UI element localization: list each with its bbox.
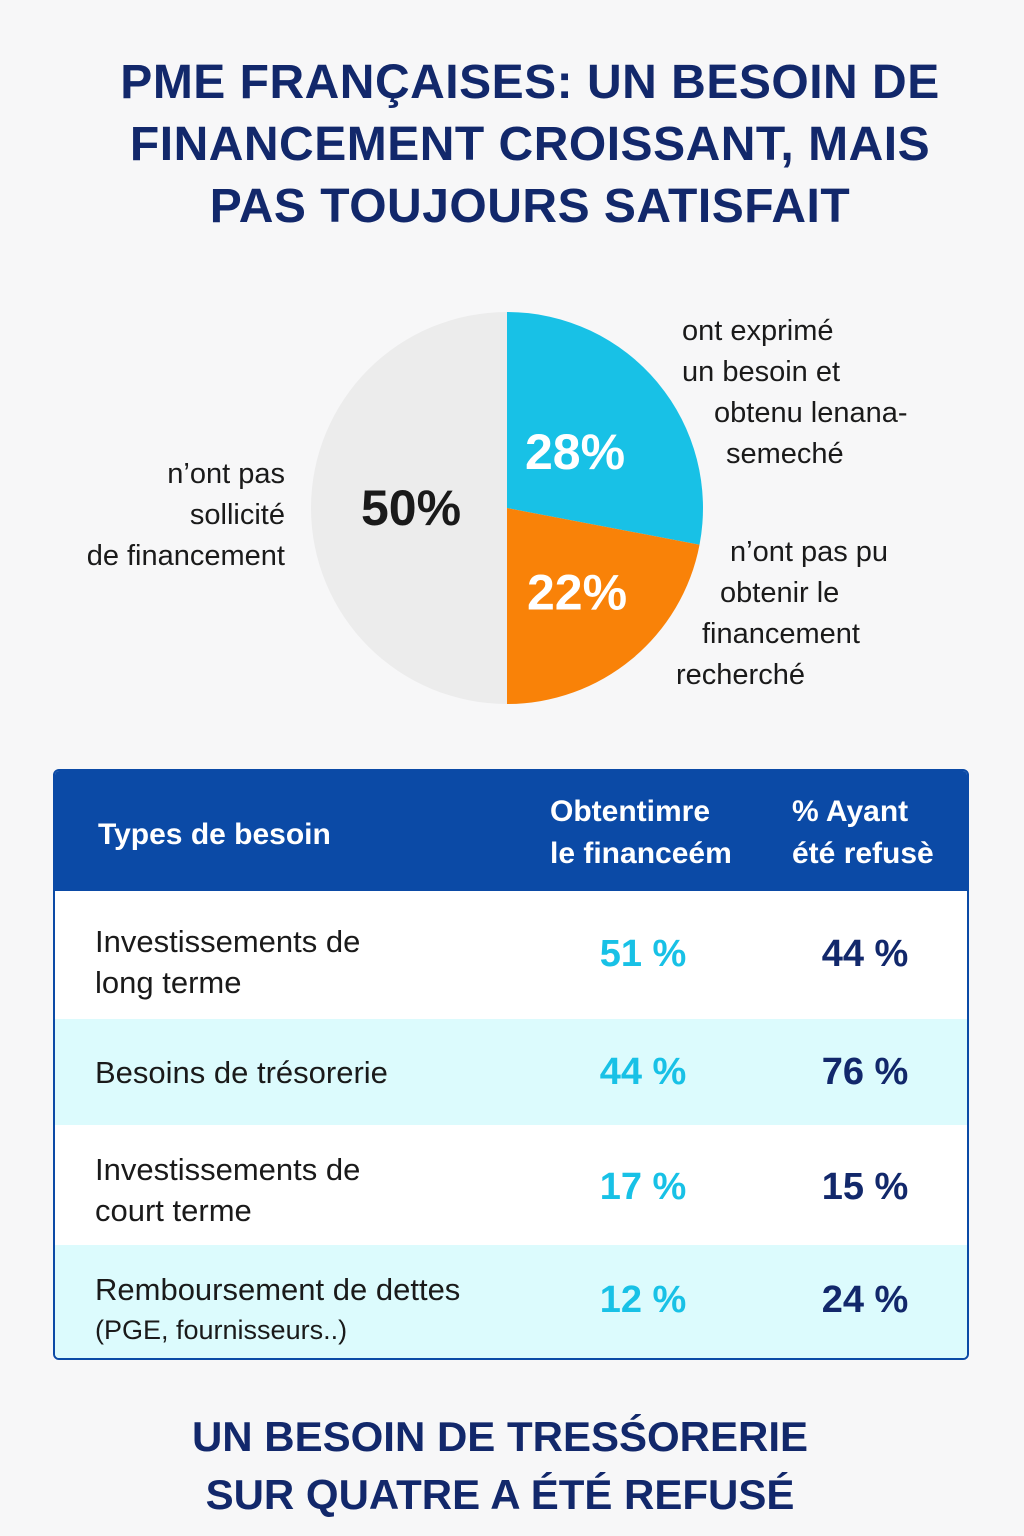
cell-line: Investissements de [95, 924, 361, 959]
cell-need-type: Investissements de court terme [95, 1149, 360, 1231]
description-line: recherché [676, 659, 805, 691]
header-line: % Ayant [792, 795, 909, 828]
pie-slice-obtained [507, 312, 704, 545]
cell-line: Investissements de [95, 1152, 361, 1187]
cell-obtained: 44 % [599, 1051, 687, 1093]
slice-value-label: 28% [525, 424, 625, 480]
table-row: Besoins de trésorerie 44 % 76 % [55, 1019, 967, 1125]
cell-need-type: Remboursement de dettes (PGE, fournisseu… [95, 1269, 460, 1351]
cell-obtained: 51 % [599, 933, 687, 975]
title-line-1: PME FRANÇAISES: UN BESOIN DE [120, 56, 940, 109]
cell-refused: 15 % [821, 1166, 909, 1208]
cell-refused: 24 % [821, 1279, 909, 1321]
slice-value-label: 50% [361, 480, 461, 536]
cell-refused: 76 % [821, 1051, 909, 1093]
footer-line-1: UN BESOIN DE TRESŚORERIE [191, 1413, 809, 1460]
column-header-obtained: Obtentimre le financeém [550, 791, 732, 875]
description-line: sollicité [189, 499, 285, 531]
header-line: le financeém [550, 837, 732, 870]
description-line: obtenir le [720, 577, 840, 609]
header-line: été refusè [792, 837, 934, 870]
cell-need-type: Investissements de long terme [95, 921, 360, 1003]
table-row: Investissements de long terme 51 % 44 % [55, 891, 967, 1019]
cell-need-type: Besoins de trésorerie [95, 1052, 388, 1093]
title-line-3: PAS TOUJOURS SATISFAIT [209, 180, 851, 233]
cell-refused: 44 % [821, 933, 909, 975]
description-line: de financement [86, 540, 285, 572]
cell-line: (PGE, fournisseurs..) [95, 1315, 348, 1345]
pie-chart: 28% 22% 50% [311, 312, 704, 704]
cell-line: Besoins de trésorerie [95, 1055, 388, 1090]
header-line: Obtentimre [550, 795, 711, 828]
footer-line-2: SUR QUATRE A ÉTÉ REFUSÉ [205, 1471, 795, 1518]
cell-line: court terme [95, 1193, 252, 1228]
table-row: Remboursement de dettes (PGE, fournisseu… [55, 1245, 967, 1358]
cell-obtained: 12 % [599, 1279, 687, 1321]
description-line: semeché [726, 438, 844, 470]
slice-description-refused: n’ont pas pu obtenir le financement rech… [676, 532, 976, 696]
pie-slice-refused [507, 508, 700, 704]
description-line: financement [702, 618, 860, 650]
financing-table: Types de besoin Obtentimre le financeém … [53, 769, 969, 1360]
footer-conclusion: UN BESOIN DE TRESŚORERIE SUR QUATRE A ÉT… [100, 1408, 900, 1524]
table-header: Types de besoin Obtentimre le financeém … [55, 771, 967, 891]
cell-obtained: 17 % [599, 1166, 687, 1208]
column-header-refused: % Ayant été refusè [792, 791, 934, 875]
header-line: Types de besoin [98, 818, 331, 851]
page-title: PME FRANÇAISES: UN BESOIN DE FINANCEMENT… [80, 52, 980, 238]
pie-slice-none [311, 312, 507, 704]
cell-line: long terme [95, 965, 242, 1000]
table-row: Investissements de court terme 17 % 15 % [55, 1125, 967, 1245]
description-line: n’ont pas [167, 458, 285, 490]
title-line-2: FINANCEMENT CROISSANT, MAIS [129, 118, 931, 171]
description-line: un besoin et [682, 356, 841, 388]
description-line: obtenu lenana- [714, 397, 908, 429]
slice-description-obtained: ont exprimé un besoin et obtenu lenana- … [682, 311, 982, 475]
description-line: n’ont pas pu [730, 536, 889, 568]
slice-description-none: n’ont pas sollicité de financement [40, 454, 285, 577]
description-line: ont exprimé [682, 315, 834, 347]
cell-line: Remboursement de dettes [95, 1272, 461, 1307]
column-header-type: Types de besoin [98, 814, 331, 856]
slice-value-label: 22% [527, 565, 627, 621]
